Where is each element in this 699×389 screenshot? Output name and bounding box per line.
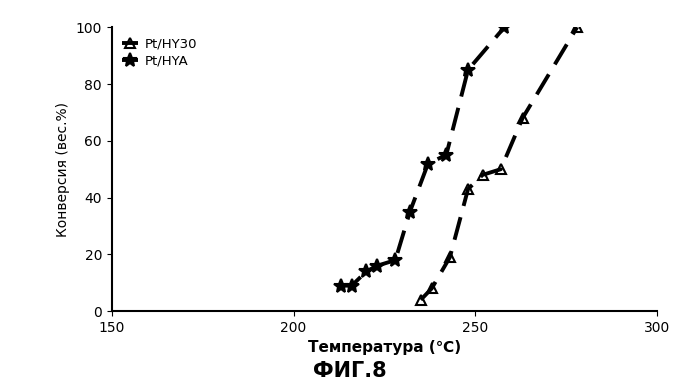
Pt/HYA (362, 269, 370, 274)
Pt/HYA (337, 283, 345, 288)
Pt/HY30 (428, 286, 436, 291)
Y-axis label: Конверсия (вес.%): Конверсия (вес.%) (56, 102, 70, 237)
Pt/HY30 (573, 25, 582, 30)
X-axis label: Температура (℃): Температура (℃) (308, 340, 461, 356)
Pt/HYA (391, 258, 400, 263)
Pt/HYA (464, 68, 473, 72)
Pt/HY30 (478, 173, 487, 177)
Pt/HY30 (519, 116, 527, 121)
Pt/HYA (500, 25, 509, 30)
Pt/HYA (424, 161, 432, 166)
Pt/HYA (405, 209, 414, 214)
Pt/HYA (373, 263, 382, 268)
Pt/HY30 (464, 187, 473, 191)
Line: Pt/HYA: Pt/HYA (334, 20, 512, 293)
Legend: Pt/HY30, Pt/HYA: Pt/HY30, Pt/HYA (118, 34, 201, 72)
Pt/HYA (442, 153, 450, 158)
Line: Pt/HY30: Pt/HY30 (416, 23, 582, 305)
Pt/HY30 (496, 167, 505, 172)
Pt/HYA (347, 283, 356, 288)
Pt/HY30 (446, 255, 454, 259)
Pt/HY30 (417, 298, 425, 302)
Text: ФИГ.8: ФИГ.8 (312, 361, 387, 381)
